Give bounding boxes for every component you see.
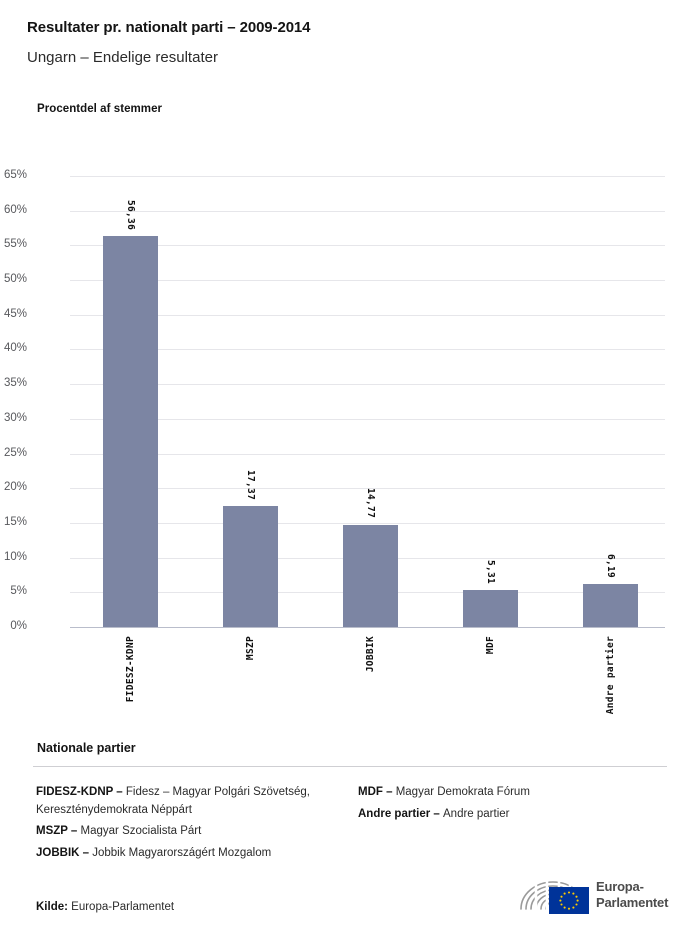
x-axis-label: FIDESZ-KDNP xyxy=(103,636,158,702)
europa-parlamentet-logo: Europa- Parlamentet xyxy=(515,873,685,921)
bar[interactable]: 6,19 xyxy=(583,554,638,627)
gridline xyxy=(70,245,665,247)
bar[interactable]: 17,37 xyxy=(223,470,278,627)
gridline xyxy=(70,349,665,351)
y-axis-tick-label: 50% xyxy=(3,273,27,286)
legend-entry-name: Magyar Szocialista Párt xyxy=(80,825,202,837)
x-axis-label: MDF xyxy=(463,636,518,654)
legend-entry-name: Magyar Demokrata Fórum xyxy=(395,786,530,798)
x-axis-label-text: JOBBIK xyxy=(365,636,376,673)
eu-flag-icon xyxy=(549,887,589,914)
y-axis-tick-label: 5% xyxy=(10,585,27,598)
bar-value-label: 56,36 xyxy=(125,199,136,230)
y-axis-tick-label: 15% xyxy=(3,515,27,528)
bar-value-label: 14,77 xyxy=(365,488,376,519)
legend-divider xyxy=(33,766,667,767)
bar-chart: 0% 5% 10% 15% 20% 25% 30% 35% 40% 45% 50% 55% 60% 65%… xyxy=(4,169,665,714)
bar[interactable]: 14,77 xyxy=(343,488,398,627)
x-axis-label: Andre partier xyxy=(583,636,638,714)
legend-entry-abbr: Andre partier – xyxy=(358,807,443,820)
gridline xyxy=(70,210,665,212)
bar[interactable]: 56,36 xyxy=(103,200,158,627)
source-value: Europa-Parlamentet xyxy=(71,901,175,913)
y-axis-tick-label: 55% xyxy=(3,238,27,251)
y-axis-tick-label: 35% xyxy=(3,377,27,390)
source-label: Kilde: xyxy=(36,901,68,913)
legend-entry: JOBBIK – Jobbik Magyarországért Mozgalom xyxy=(36,845,346,863)
plot-area: 0% 5% 10% 15% 20% 25% 30% 35% 40% 45% 50% 55% 60% 65%… xyxy=(4,169,665,632)
y-axis-tick-label: 45% xyxy=(3,307,27,320)
gridline xyxy=(70,418,665,420)
gridline xyxy=(70,522,665,524)
hemicycle-icon xyxy=(520,877,589,914)
gridline xyxy=(70,280,665,282)
legend-entry: FIDESZ-KDNP – Fidesz – Magyar Polgári Sz… xyxy=(36,784,346,819)
bar-value-label: 17,37 xyxy=(245,470,256,501)
legend-entry-abbr: MSZP – xyxy=(36,825,81,837)
y-axis-tick-label: 65% xyxy=(3,169,27,181)
axis-baseline xyxy=(70,627,665,628)
legend-title: Nationale partier xyxy=(37,741,136,755)
gridline xyxy=(70,176,665,177)
bar[interactable]: 5,31 xyxy=(463,560,518,627)
y-axis-tick-label: 20% xyxy=(3,481,27,494)
y-axis-tick-label: 25% xyxy=(3,446,27,459)
legend-column-right: MDF – Magyar Demokrata Fórum Andre partie… xyxy=(358,784,678,827)
source-note: Kilde: Europa-Parlamentet xyxy=(36,901,174,913)
x-axis-label-text: Andre partier xyxy=(605,636,616,715)
x-axis-label-text: MSZP xyxy=(245,636,256,661)
chart-axis-caption: Procentdel af stemmer xyxy=(37,103,163,115)
logo-line-2: Parlamentet xyxy=(596,895,669,910)
bar-value-label: 5,31 xyxy=(485,560,496,585)
legend-entry: MSZP – Magyar Szocialista Párt xyxy=(36,823,346,841)
page-title: Resultater pr. nationalt parti – 2009-20… xyxy=(27,19,311,36)
bar-value-label: 6,19 xyxy=(605,553,616,579)
x-axis-label: MSZP xyxy=(223,636,278,660)
logo-wordmark: Europa- Parlamentet xyxy=(596,879,668,911)
page-subtitle: Ungarn – Endelige resultater xyxy=(27,49,218,66)
y-axis-tick-label: 30% xyxy=(3,411,27,424)
legend-entry: MDF – Magyar Demokrata Fórum xyxy=(358,784,678,802)
y-axis-tick-label: 40% xyxy=(3,342,27,355)
legend-entry-abbr: FIDESZ-KDNP – xyxy=(36,786,126,798)
x-axis-label-text: MDF xyxy=(485,636,496,655)
legend-entry-name: Andre partier xyxy=(443,807,510,820)
legend-entry-abbr: MDF – xyxy=(358,786,396,798)
y-axis-tick-label: 0% xyxy=(10,620,27,632)
legend-entry-abbr: JOBBIK – xyxy=(36,846,93,859)
x-axis-label-text: FIDESZ-KDNP xyxy=(125,636,136,703)
gridline xyxy=(70,453,665,455)
gridline xyxy=(70,384,665,386)
gridline xyxy=(70,488,665,490)
gridline xyxy=(70,314,665,316)
legend-entry: Andre partier – Andre partier xyxy=(358,806,678,824)
legend-column-left: FIDESZ-KDNP – Fidesz – Magyar Polgári Sz… xyxy=(36,784,346,866)
y-axis-tick-label: 10% xyxy=(3,550,27,563)
logo-line-1: Europa- xyxy=(596,879,644,894)
x-axis-label: JOBBIK xyxy=(343,636,398,672)
legend-entry-name: Fidesz – Magyar Polgári Szövetség, Keres… xyxy=(36,786,310,816)
y-axis-tick-label: 60% xyxy=(3,203,27,216)
legend-entry-name: Jobbik Magyarországért Mozgalom xyxy=(92,846,272,859)
